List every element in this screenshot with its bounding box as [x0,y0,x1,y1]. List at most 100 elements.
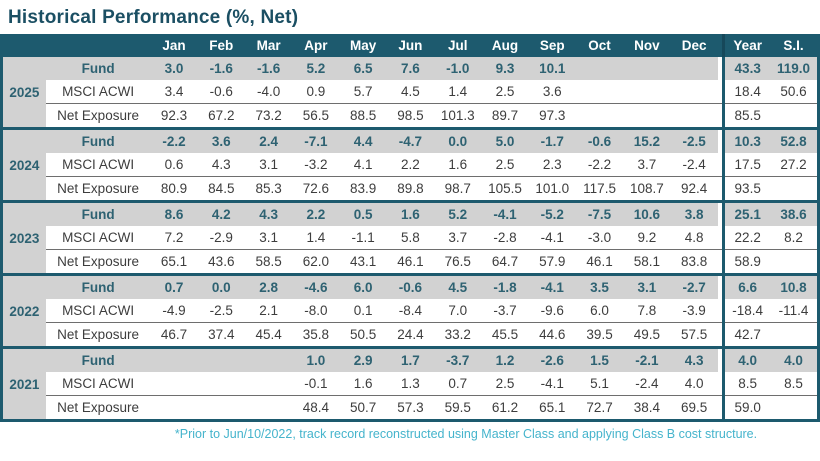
benchmark-cell-jun: 4.5 [386,80,435,104]
exposure-row-label: Net Exposure [45,395,151,422]
benchmark-cell-mar: 3.1 [244,153,293,177]
exposure-cell-mar: 85.3 [244,176,293,203]
exposure-cell-jan [150,395,198,422]
column-header-sep: Sep [528,34,576,57]
table-gap-divider [717,395,726,422]
benchmark-cell-jun: 5.8 [386,226,435,250]
benchmark-cell-apr: -0.1 [292,372,340,396]
exposure-cell-jul: 101.3 [434,103,482,130]
exposure-cell-jun: 98.5 [386,103,435,130]
column-header-year: Year [723,34,771,57]
fund-cell-oct: 1.5 [575,347,624,372]
benchmark-cell-jul: 1.6 [434,153,482,177]
fund-cell-year: 43.3 [723,57,771,80]
benchmark-cell-sep: -4.1 [528,226,576,250]
exposure-cell-aug: 45.5 [481,322,529,349]
benchmark-cell-nov [623,80,671,104]
benchmark-cell-jan [150,372,198,396]
table-gap-divider [717,176,726,203]
fund-cell-jun: 7.6 [386,57,435,80]
fund-row-label: Fund [45,128,151,153]
fund-cell-jul: -1.0 [434,57,482,80]
benchmark-cell-oct: -3.0 [575,226,624,250]
benchmark-cell-feb [197,372,245,396]
exposure-cell-nov: 38.4 [623,395,671,422]
benchmark-cell-may: 1.6 [339,372,387,396]
benchmark-cell-jan: 3.4 [150,80,198,104]
exposure-cell-oct: 72.7 [575,395,624,422]
exposure-cell-mar: 58.5 [244,249,293,276]
fund-cell-may: 6.5 [339,57,387,80]
exposure-row-2024: Net Exposure 80.9 84.5 85.3 72.6 83.9 89.8 98.7… [2,176,819,203]
fund-cell-aug: -1.8 [481,274,529,299]
exposure-cell-jun: 46.1 [386,249,435,276]
benchmark-cell-dec: 4.8 [670,226,718,250]
table-gap-divider [717,249,726,276]
fund-cell-feb: 0.0 [197,274,245,299]
exposure-row-label: Net Exposure [45,103,151,130]
exposure-cell-may: 43.1 [339,249,387,276]
fund-cell-dec: -2.5 [670,128,718,153]
fund-cell-feb [197,347,245,372]
fund-cell-may: 6.0 [339,274,387,299]
benchmark-cell-oct: -2.2 [575,153,624,177]
benchmark-cell-aug: -3.7 [481,299,529,323]
fund-cell-aug: 5.0 [481,128,529,153]
exposure-cell-nov: 49.5 [623,322,671,349]
benchmark-cell-dec: -3.9 [670,299,718,323]
exposure-cell-dec [670,103,718,130]
column-header-may: May [339,34,387,57]
benchmark-cell-jul: 7.0 [434,299,482,323]
fund-cell-jul: 0.0 [434,128,482,153]
fund-cell-jul: 4.5 [434,274,482,299]
exposure-cell-feb: 37.4 [197,322,245,349]
benchmark-row-2024: MSCI ACWI 0.6 4.3 3.1 -3.2 4.1 2.2 1.6 2.5 2.3 -2.… [2,153,819,177]
fund-cell-si: 10.8 [770,274,819,299]
benchmark-cell-oct [575,80,624,104]
column-header-mar: Mar [244,34,293,57]
benchmark-cell-jun: -8.4 [386,299,435,323]
benchmark-cell-feb: -2.5 [197,299,245,323]
exposure-cell-si [770,322,819,349]
header-corner [1,34,151,57]
benchmark-cell-year: 17.5 [723,153,771,177]
benchmark-cell-dec [670,80,718,104]
fund-cell-nov: -2.1 [623,347,671,372]
exposure-cell-apr: 48.4 [292,395,340,422]
footnote: *Prior to Jun/10/2022, track record reco… [174,427,758,441]
exposure-cell-si [770,103,819,130]
exposure-cell-year: 58.9 [723,249,771,276]
fund-cell-nov: 15.2 [623,128,671,153]
table-gap-divider [717,201,726,226]
exposure-cell-jul: 33.2 [434,322,482,349]
fund-cell-may: 0.5 [339,201,387,226]
benchmark-cell-may: 4.1 [339,153,387,177]
benchmark-row-label: MSCI ACWI [45,153,151,177]
fund-cell-jun: 1.6 [386,201,435,226]
fund-cell-feb: 3.6 [197,128,245,153]
fund-cell-nov: 3.1 [623,274,671,299]
exposure-cell-aug: 89.7 [481,103,529,130]
exposure-row-label: Net Exposure [45,176,151,203]
column-header-dec: Dec [670,34,718,57]
exposure-cell-feb [197,395,245,422]
benchmark-cell-aug: -2.8 [481,226,529,250]
benchmark-cell-si: -11.4 [770,299,819,323]
fund-cell-jan: -2.2 [150,128,198,153]
exposure-cell-jan: 92.3 [150,103,198,130]
column-header-apr: Apr [292,34,340,57]
exposure-row-label: Net Exposure [45,249,151,276]
benchmark-cell-mar: -4.0 [244,80,293,104]
benchmark-row-2023: MSCI ACWI 7.2 -2.9 3.1 1.4 -1.1 5.8 3.7 -2.8 -4.1… [2,226,819,250]
fund-cell-jun: -0.6 [386,274,435,299]
historical-performance-table: Jan Feb Mar Apr May Jun Jul Aug Sep Oct Nov Dec Year… [0,34,820,422]
fund-cell-jan: 3.0 [150,57,198,80]
fund-cell-oct [575,57,624,80]
fund-cell-mar: 4.3 [244,201,293,226]
exposure-cell-aug: 61.2 [481,395,529,422]
benchmark-cell-may: 0.1 [339,299,387,323]
exposure-cell-may: 83.9 [339,176,387,203]
exposure-cell-oct: 117.5 [575,176,624,203]
fund-cell-year: 4.0 [723,347,771,372]
